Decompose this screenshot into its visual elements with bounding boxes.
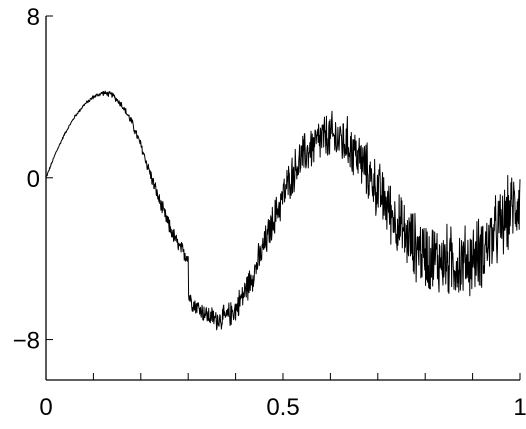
x-tick-label: 0 [39,394,52,421]
ticks [45,15,521,380]
y-tick-label: 0 [27,166,40,193]
x-tick-label: 1 [513,394,526,421]
x-tick-label: 0.5 [266,394,299,421]
tick-labels: 0 0.5 1 −8 0 8 [13,4,526,421]
data-series-line [45,90,521,331]
plot-area [45,90,521,331]
y-tick-label: 8 [27,4,40,31]
y-tick-label: −8 [13,328,40,355]
